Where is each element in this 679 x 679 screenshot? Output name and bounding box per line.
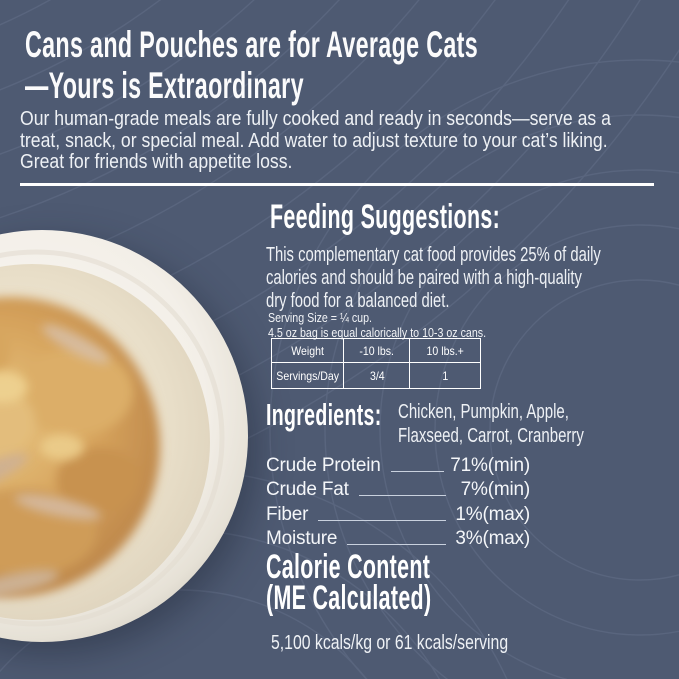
- analysis-row-crude-protein: Crude Protein 71%(min): [266, 451, 530, 476]
- headline-line-2: —Yours is Extraordinary: [25, 65, 304, 106]
- serving-note-line: Serving Size = ¼ cup.: [268, 310, 372, 325]
- meat-shreds: [0, 324, 110, 598]
- headline: Cans and Pouches are for Average Cats —Y…: [25, 24, 679, 106]
- leader-line: [358, 495, 446, 496]
- cat-food-plate-photo: [0, 230, 248, 642]
- leader-line: [390, 470, 445, 472]
- analysis-value: 3%(max): [455, 528, 530, 550]
- calorie-heading-line-2: (ME Calculated): [266, 579, 432, 617]
- feeding-suggestions-heading-text: Feeding Suggestions:: [270, 198, 501, 236]
- feeding-table-cell-servings-over: 1: [409, 362, 482, 389]
- ingredients-line: Chicken, Pumpkin, Apple,: [398, 401, 569, 423]
- intro-line: Great for friends with appetite loss.: [20, 150, 293, 173]
- serving-size-note: Serving Size = ¼ cup. 4.5 oz bag is equa…: [268, 310, 534, 340]
- feeding-table-cell-weight: Weight: [270, 338, 345, 363]
- analysis-value: 71%(min): [450, 454, 530, 476]
- ingredients-line: Flaxseed, Carrot, Cranberry: [398, 424, 584, 447]
- feeding-table-cell-servings-under: 3/4: [343, 362, 411, 389]
- feeding-table-servings-row: Servings/Day 3/4 1: [270, 362, 482, 389]
- feeding-description-line: This complementary cat food provides 25%…: [266, 244, 601, 266]
- intro-line: treat, snack, or special meal. Add water…: [20, 128, 608, 152]
- feeding-description-line: dry food for a balanced diet.: [266, 290, 450, 312]
- leader-line: [318, 519, 446, 521]
- analysis-label: Crude Protein: [266, 454, 381, 476]
- serving-note-line: 4.5 oz bag is equal calorically to 10-3 …: [268, 324, 487, 340]
- intro-paragraph: Our human-grade meals are fully cooked a…: [20, 108, 679, 173]
- ingredients-list: Chicken, Pumpkin, Apple, Flaxseed, Carro…: [398, 401, 646, 448]
- intro-line: Our human-grade meals are fully cooked a…: [20, 107, 611, 130]
- feeding-table-cell-servings-label: Servings/Day: [270, 362, 345, 389]
- feeding-table-header-row: Weight -10 lbs. 10 lbs.+: [270, 338, 482, 363]
- feeding-table: Weight -10 lbs. 10 lbs.+ Servings/Day 3/…: [270, 338, 482, 389]
- calorie-value: 5,100 kcals/kg or 61 kcals/serving: [271, 632, 571, 655]
- analysis-label: Moisture: [266, 528, 338, 550]
- guaranteed-analysis: Crude Protein 71%(min) Crude Fat 7%(min)…: [266, 451, 530, 549]
- leader-line: [347, 544, 446, 545]
- analysis-value: 1%(max): [455, 503, 530, 525]
- headline-line-1: Cans and Pouches are for Average Cats: [25, 24, 478, 65]
- food-highlights: [0, 371, 84, 460]
- feeding-table-cell-under-10lbs: -10 lbs.: [343, 338, 411, 363]
- feeding-suggestions-description: This complementary cat food provides 25%…: [266, 244, 679, 313]
- analysis-row-fiber: Fiber 1%(max): [266, 500, 530, 525]
- divider-line: [20, 183, 654, 186]
- feeding-table-cell-over-10lbs: 10 lbs.+: [409, 338, 482, 363]
- ingredients-heading-text: Ingredients:: [266, 397, 382, 432]
- ingredients-heading: Ingredients:: [266, 398, 449, 431]
- calorie-content-heading: Calorie Content (ME Calculated): [266, 548, 529, 617]
- calorie-value-text: 5,100 kcals/kg or 61 kcals/serving: [271, 632, 509, 654]
- feeding-description-line: calories and should be paired with a hig…: [266, 267, 582, 289]
- analysis-row-crude-fat: Crude Fat 7%(min): [266, 476, 530, 501]
- analysis-label: Fiber: [266, 503, 309, 525]
- analysis-label: Crude Fat: [266, 479, 349, 501]
- analysis-value: 7%(min): [460, 479, 531, 501]
- analysis-row-moisture: Moisture 3%(max): [266, 525, 530, 550]
- feeding-suggestions-heading: Feeding Suggestions:: [270, 199, 635, 235]
- calorie-heading-line-1: Calorie Content: [266, 548, 431, 586]
- shredded-chicken-food: [0, 297, 160, 597]
